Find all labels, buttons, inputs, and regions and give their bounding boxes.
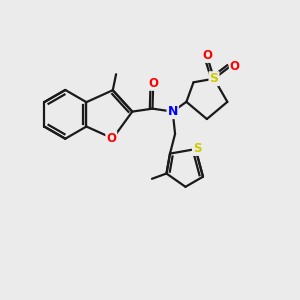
Text: O: O <box>230 60 240 73</box>
Text: S: S <box>209 72 218 85</box>
Text: N: N <box>167 105 178 118</box>
Text: O: O <box>106 132 116 145</box>
Text: O: O <box>148 77 158 90</box>
Text: S: S <box>193 142 201 155</box>
Text: O: O <box>202 49 212 62</box>
